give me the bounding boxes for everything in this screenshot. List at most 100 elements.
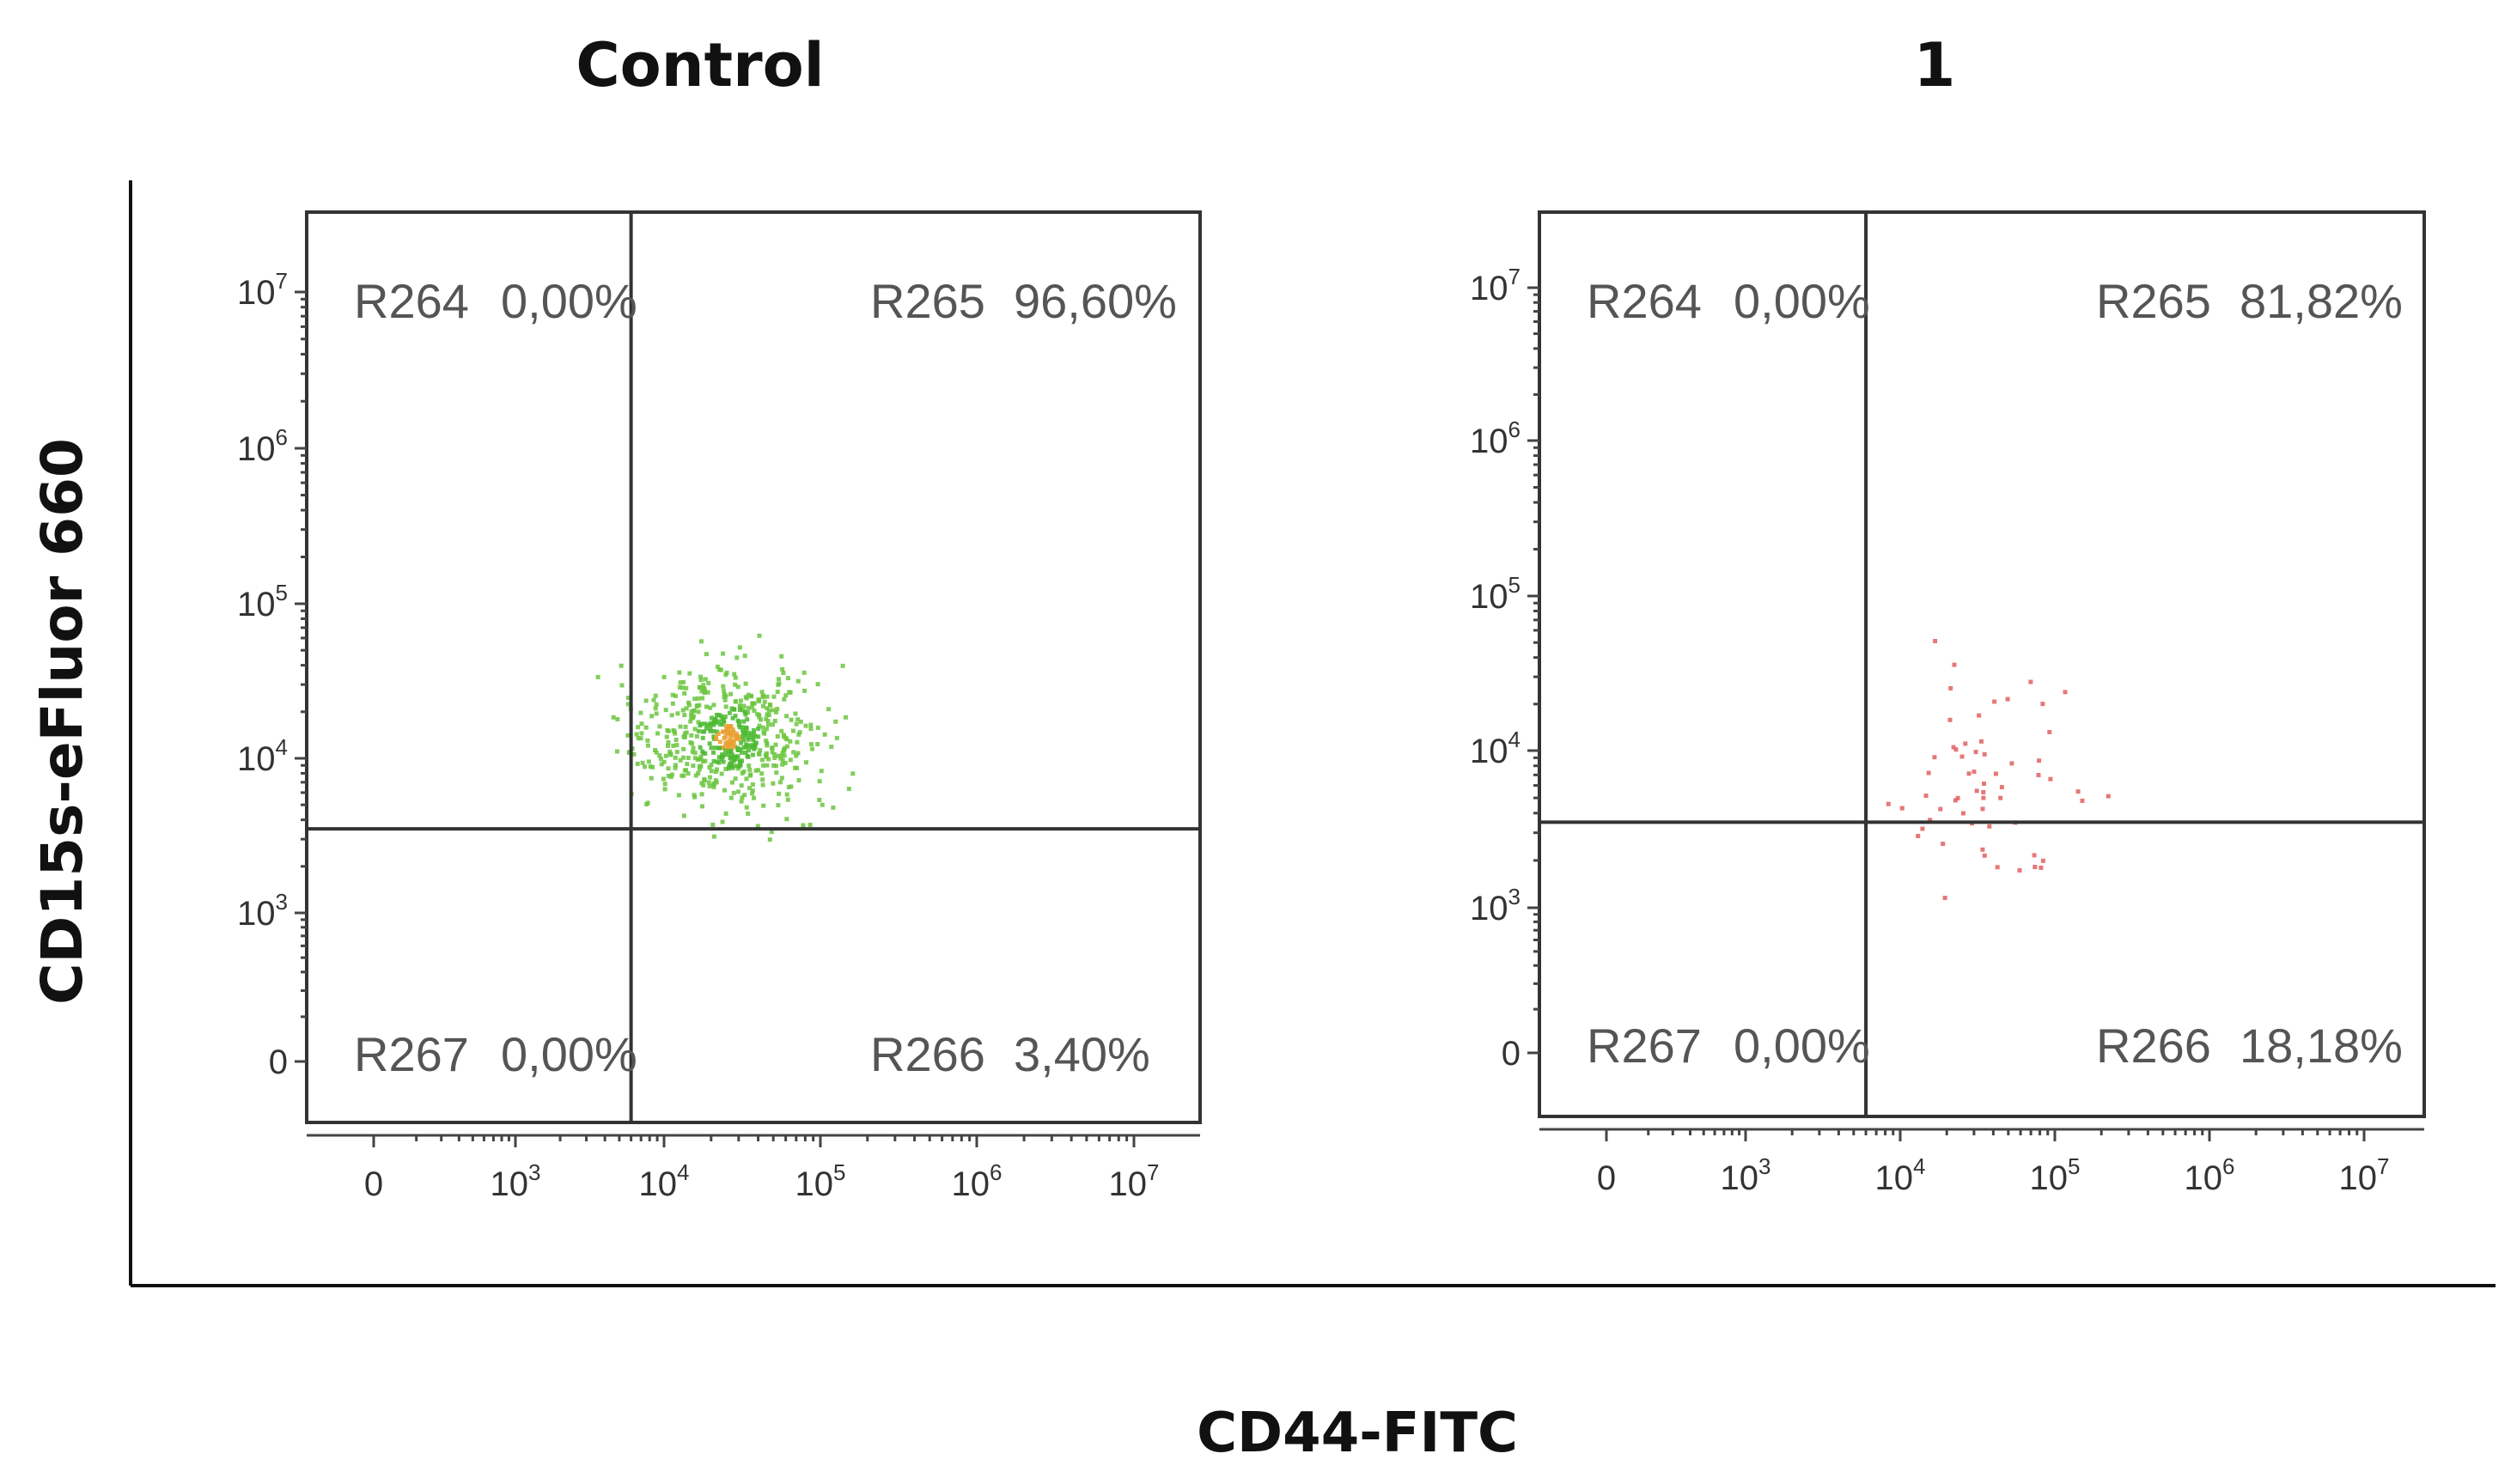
scatter-point [721, 745, 726, 751]
scatter-point [634, 732, 639, 737]
scatter-point [663, 753, 668, 758]
scatter-point [767, 837, 772, 842]
scatter-point [742, 733, 747, 738]
scatter-point [757, 699, 762, 704]
scatter-point [701, 683, 706, 688]
scatter-point [755, 712, 760, 717]
scatter-point [703, 690, 708, 695]
scatter-point [784, 714, 789, 719]
scatter-point [795, 751, 801, 756]
scatter-point [1979, 739, 1984, 744]
scatter-point [766, 757, 771, 762]
scatter-point [740, 750, 744, 755]
scatter-point [661, 776, 666, 782]
scatter-point [731, 790, 736, 795]
scatter-point [662, 782, 667, 787]
scatter-point [711, 729, 716, 733]
scatter-point [777, 677, 781, 682]
scatter-point [850, 771, 856, 776]
scatter-point [705, 690, 710, 695]
y-tick-label: 0 [269, 1043, 288, 1081]
scatter-point [698, 721, 704, 727]
scatter-point [820, 802, 825, 807]
scatter-point [793, 711, 798, 716]
quadrant-label-bottom-left: R267 [354, 1027, 469, 1081]
scatter-point [785, 676, 790, 681]
scatter-point [775, 690, 780, 694]
scatter-point [744, 805, 749, 810]
scatter-point [1953, 747, 1959, 752]
scatter-point [750, 735, 755, 740]
scatter-point [745, 717, 750, 722]
scatter-point [722, 715, 728, 720]
x-tick-label: 0 [1597, 1159, 1616, 1197]
scatter-point [670, 701, 675, 706]
scatter-point [810, 746, 814, 751]
scatter-point [795, 678, 801, 684]
scatter-point [695, 757, 700, 762]
y-tick-label: 103 [1470, 884, 1521, 928]
scatter-point [779, 654, 784, 659]
scatter-point [768, 702, 772, 707]
scatter-point [700, 696, 705, 701]
ticks-layer: 0 103 104 105 106 107 0 103 104 105 106 107 [1470, 264, 2424, 1197]
scatter-point [1928, 818, 1933, 823]
scatter-point [645, 743, 650, 748]
scatter-point [673, 755, 678, 760]
scatter-point [2047, 730, 2052, 734]
quadrant-label-top-right: R265 [2096, 274, 2211, 328]
scatter-point [698, 674, 704, 679]
scatter-point [740, 725, 745, 730]
scatter-point [689, 733, 694, 738]
scatter-point [700, 804, 704, 809]
scatter-point [796, 778, 801, 783]
scatter-point [698, 745, 703, 750]
scatter-point [711, 784, 716, 789]
scatter-point [736, 722, 741, 727]
scatter-point [772, 719, 777, 723]
scatter-point [726, 739, 731, 745]
scatter-point [742, 654, 747, 659]
scatter-point [723, 748, 728, 753]
scatter-point [794, 721, 799, 727]
scatter-point [704, 652, 709, 657]
x-tick-label: 104 [1875, 1153, 1926, 1197]
scatter-point [697, 767, 702, 772]
y-tick-label: 107 [237, 268, 288, 312]
scatter-point [765, 743, 770, 748]
scatter-point [771, 694, 777, 699]
scatter-point [711, 750, 716, 755]
scatter-point [728, 755, 734, 760]
scatter-point [2040, 702, 2045, 707]
scatter-point [750, 705, 755, 710]
scatter-point [733, 699, 738, 704]
quadrant-value-top-right: 81,82% [2240, 274, 2403, 328]
scatter-point [808, 742, 814, 747]
scatter-point [752, 709, 757, 714]
scatter-point [727, 724, 732, 729]
scatter-point [670, 692, 675, 697]
y-tick-label: 0 [1502, 1035, 1521, 1073]
scatter-point [682, 690, 687, 696]
scatter-point [1977, 713, 1982, 718]
scatter-point [781, 747, 786, 752]
scatter-point [771, 708, 776, 713]
scatter-point [662, 787, 667, 792]
scatter-point [779, 728, 784, 733]
scatter-point [734, 731, 739, 736]
scatter-point [683, 724, 688, 729]
scatter-point [826, 707, 832, 712]
scatter-point [690, 750, 695, 754]
x-tick-label: 106 [952, 1159, 1003, 1203]
scatter-point [737, 763, 742, 769]
scatter-point [716, 713, 722, 718]
scatter-point [619, 663, 624, 668]
scatter-point [669, 713, 674, 718]
scatter-point [686, 771, 691, 776]
scatter-point [735, 747, 740, 752]
scatter-point [757, 633, 762, 638]
scatter-point [747, 731, 752, 735]
scatter-point [666, 766, 671, 771]
scatter-point [776, 753, 781, 758]
scatter-point [844, 715, 848, 720]
